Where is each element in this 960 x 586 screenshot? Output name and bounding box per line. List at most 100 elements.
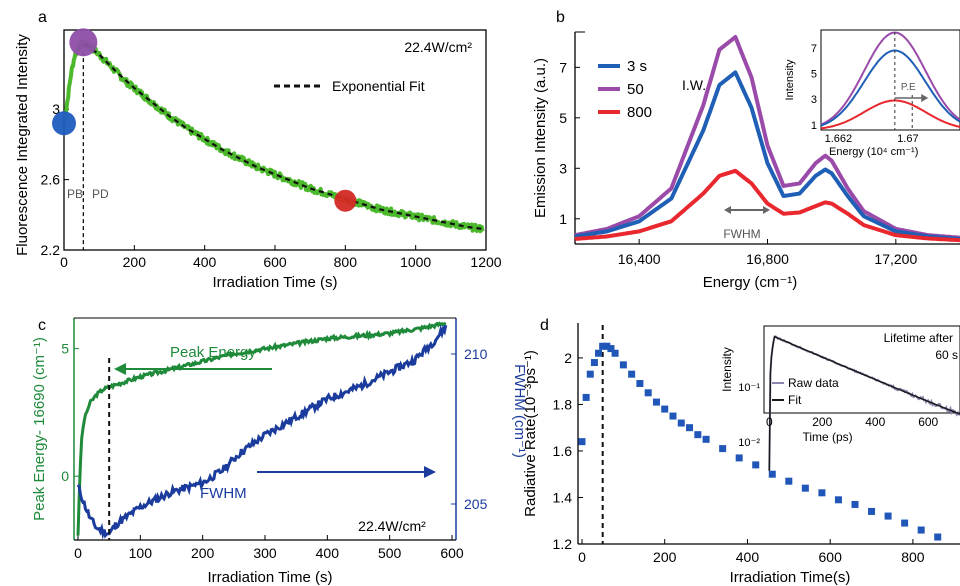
panel-d-inset-fit-line (768, 335, 960, 471)
panel-d-data-point (686, 424, 694, 432)
panel-b-inset-y-tick-label: 1 (811, 120, 817, 132)
panel-d-y-axis-label: Radiative Rate(10⁻³ps⁻¹) (522, 350, 539, 517)
panel-b-inset-y-tick-label: 3 (811, 94, 817, 106)
panel-b-inset-y-axis-label: Intensity (784, 59, 796, 100)
panel-b-inset-arrowhead (921, 94, 929, 102)
panel-d-inset-x-tick-label: 0 (766, 415, 773, 429)
panel-d-inset-y-axis-label: Intensity (720, 347, 734, 392)
panel-label-d: d (540, 317, 549, 334)
panel-c-y-tick-label: 5 (61, 341, 69, 357)
panel-c-peak-arrowhead (114, 363, 126, 375)
panel-b-y-tick-label: 3 (559, 160, 567, 176)
panel-b-x-axis-label: Energy (cm⁻¹) (703, 274, 798, 291)
panel-a-fit-line (84, 43, 483, 230)
panel-d-data-point (586, 370, 594, 378)
panel-b-x-tick-label: 16,400 (618, 251, 661, 267)
panel-d-data-point (834, 496, 842, 504)
panel-b-fwhm-label: FWHM (723, 227, 760, 241)
panel-c-x-tick-label: 300 (253, 545, 277, 561)
panel-c-x-tick-label: 200 (191, 545, 215, 561)
panel-d-inset-x-tick-label: 600 (918, 415, 938, 429)
panel-b-y-tick-label: 7 (559, 59, 567, 75)
panel-d-data-point (694, 431, 702, 439)
panel-d-x-tick-label: 0 (578, 549, 586, 565)
panel-a-x-tick-label: 1200 (470, 254, 501, 270)
panel-d-x-tick-label: 800 (901, 549, 925, 565)
panel-d-data-point (735, 454, 743, 462)
panel-d-inset-y-tick-label: 10⁻¹ (738, 382, 760, 394)
panel-d-data-point (719, 445, 727, 453)
panel-a-x-tick-label: 0 (60, 254, 68, 270)
panel-b-iw-label: I.W. (682, 77, 706, 93)
panel-d-inset-x-axis-label: Time (ps) (802, 430, 852, 444)
panel-a-x-tick-label: 800 (334, 254, 358, 270)
panel-b-series-line (574, 168, 960, 243)
panel-a-x-tick-label: 1000 (400, 254, 431, 270)
panel-d-data-point (599, 342, 607, 350)
panel-d-data-point (785, 477, 793, 485)
panel-d-data-point (752, 461, 760, 469)
panel-a-power-label: 22.4W/cm² (404, 39, 472, 55)
panel-b-fwhm-arrowhead-left (724, 206, 731, 214)
panel-a-marker-red (334, 189, 357, 212)
panel-d-data-point (607, 345, 615, 353)
panel-d-chart: 0 200 400 600 800 1.2 1.4 1.6 1.8 2 Irradiation Ti… (522, 323, 960, 586)
panel-d-y-tick-label: 1.6 (553, 443, 573, 459)
panel-b-inset-x-axis-label: Energy (10⁴ cm⁻¹) (829, 146, 918, 158)
panel-a-x-axis-label: Irradiation Time (s) (212, 274, 337, 291)
panel-d-data-point (652, 398, 660, 406)
panel-a-y-tick-label: 2.2 (41, 242, 61, 258)
panel-d-data-point (884, 512, 892, 520)
panel-d-inset-legend-label: Raw data (788, 376, 839, 390)
panel-a-chart: 0 200 400 600 800 1000 1200 2.2 2.6 3 Irradiation … (14, 28, 502, 291)
panel-c-x-tick-label: 500 (378, 545, 402, 561)
panel-a-x-tick-label: 200 (123, 254, 147, 270)
panel-d-data-point (818, 489, 826, 497)
panel-d-y-tick-label: 2 (564, 350, 572, 366)
panel-d-x-tick-label: 600 (819, 549, 843, 565)
panel-a-pd-label: PD (92, 187, 109, 201)
panel-c-chart: 0 100 200 300 400 500 600 0 5 205 210 Irradiation T… (31, 317, 528, 586)
panel-c-y2-tick-label: 205 (464, 496, 488, 512)
panel-d-data-point (702, 435, 710, 443)
panel-b-inset-curve (820, 49, 960, 127)
panel-label-a: a (38, 9, 47, 26)
panel-b-inset-curve (820, 31, 960, 126)
panel-d-data-point (669, 412, 677, 420)
panel-d-data-point (677, 419, 685, 427)
panel-b-chart: 16,400 16,800 17,200 1 3 5 7 Energy (cm⁻¹) Emiss… (532, 29, 960, 291)
panel-d-y-tick-label: 1.8 (553, 396, 573, 412)
panel-d-data-point (917, 526, 925, 534)
panel-label-c: c (38, 317, 46, 334)
panel-d-data-point (628, 370, 636, 378)
panel-b-inset-pe-label: P.E (901, 82, 916, 93)
panel-c-x-tick-label: 600 (440, 545, 464, 561)
panel-b-x-tick-label: 16,800 (746, 251, 789, 267)
panel-d-data-point (619, 361, 627, 369)
panel-c-x-tick-label: 0 (74, 545, 82, 561)
panel-d-data-point (901, 519, 909, 527)
panel-d-inset-legend-label: Fit (788, 393, 802, 407)
panel-c-y2-tick-label: 210 (464, 346, 488, 362)
panel-b-legend-label: 3 s (627, 58, 647, 75)
panel-c-y-tick-label: 0 (61, 468, 69, 484)
panel-b-fwhm-arrowhead-right (763, 206, 770, 214)
panel-b-inset-frame (820, 29, 960, 131)
panel-b-legend-label: 50 (627, 81, 644, 98)
panel-d-y-tick-label: 1.4 (553, 489, 573, 505)
panel-label-b: b (556, 9, 565, 26)
panel-a-marker-blue (52, 111, 76, 136)
panel-d-inset-frame (763, 325, 960, 414)
panel-d-inset-title: 60 s (935, 348, 958, 362)
panel-c-fwhm-arrowhead (424, 466, 436, 478)
panel-c-peak-energy-line (76, 321, 447, 536)
panel-d-data-point (595, 349, 603, 357)
panel-c-x-axis-label: Irradiation Time (s) (207, 569, 332, 586)
panel-d-data-point (636, 379, 644, 387)
panel-b-legend-label: 800 (627, 104, 652, 121)
panel-d-data-point (611, 349, 619, 357)
panel-c-y2-axis-label: FWHM (cm⁻¹) (511, 364, 528, 458)
panel-a-y-tick-label: 2.6 (41, 172, 61, 188)
panel-d-inset-title: Lifetime after (884, 331, 953, 345)
